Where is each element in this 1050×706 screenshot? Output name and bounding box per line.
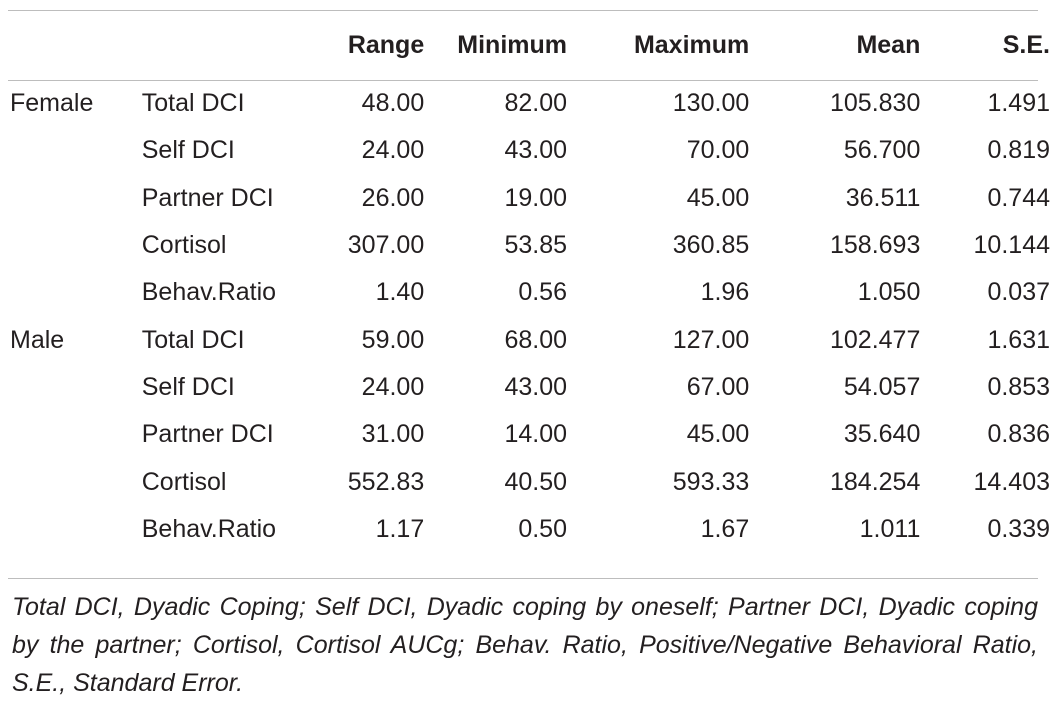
row-variable: Partner DCI [141, 420, 274, 449]
cell-maximum: 45.00 [686, 420, 750, 449]
cell-maximum: 127.00 [672, 325, 750, 354]
cell-minimum: 53.85 [504, 231, 567, 260]
cell-mean: 54.057 [843, 372, 921, 401]
cell-minimum: 43.00 [504, 136, 567, 165]
cell-mean: 56.700 [843, 136, 921, 165]
cell-minimum: 82.00 [504, 89, 567, 118]
cell-mean: 1.011 [859, 514, 921, 543]
row-group: Male [10, 325, 65, 354]
cell-mean: 35.640 [843, 420, 921, 449]
cell-se: 1.491 [987, 89, 1050, 118]
cell-se: 0.819 [987, 136, 1050, 165]
header-mean: Mean [856, 31, 921, 59]
cell-maximum: 67.00 [686, 372, 750, 401]
cell-range: 24.00 [361, 372, 425, 401]
cell-se: 0.836 [987, 420, 1050, 449]
cell-minimum: 19.00 [504, 183, 567, 212]
cell-se: 14.403 [973, 467, 1050, 496]
row-variable: Behav.Ratio [141, 514, 277, 543]
cell-mean: 36.511 [845, 183, 921, 212]
cell-range: 1.17 [375, 514, 425, 543]
cell-se: 0.744 [987, 183, 1050, 212]
table-row: Self DCI 24.00 43.00 67.00 54.057 0.853 [0, 364, 1050, 411]
cell-minimum: 43.00 [504, 372, 567, 401]
table-row: Behav.Ratio 1.17 0.50 1.67 1.011 0.339 [0, 506, 1050, 553]
row-group [0, 222, 142, 269]
cell-range: 26.00 [361, 183, 425, 212]
cell-maximum: 45.00 [686, 183, 750, 212]
row-group [0, 506, 142, 553]
header-range: Range [347, 31, 425, 59]
row-variable: Total DCI [141, 89, 245, 118]
table-row: Self DCI 24.00 43.00 70.00 56.700 0.819 [0, 127, 1050, 174]
table-row: Cortisol 552.83 40.50 593.33 184.254 14.403 [0, 458, 1050, 505]
row-variable: Self DCI [141, 136, 235, 165]
row-group [0, 269, 142, 316]
cell-range: 48.00 [361, 89, 425, 118]
cell-minimum: 68.00 [504, 325, 567, 354]
cell-range: 307.00 [347, 231, 425, 260]
cell-range: 552.83 [347, 467, 425, 496]
table-row: Partner DCI 31.00 14.00 45.00 35.640 0.836 [0, 411, 1050, 458]
table-row: Female Total DCI 48.00 82.00 130.00 105.830 1.… [0, 80, 1050, 127]
header-maximum: Maximum [633, 31, 750, 59]
cell-se: 0.339 [987, 514, 1050, 543]
table-row: Cortisol 307.00 53.85 360.85 158.693 10.144 [0, 222, 1050, 269]
cell-se: 0.037 [987, 278, 1050, 307]
cell-se: 1.631 [987, 325, 1050, 354]
top-rule [8, 10, 1038, 11]
row-group [0, 175, 142, 222]
row-variable: Behav.Ratio [141, 278, 277, 307]
cell-maximum: 70.00 [686, 136, 750, 165]
row-variable: Cortisol [141, 467, 227, 496]
row-group [0, 458, 142, 505]
cell-maximum: 1.67 [700, 514, 750, 543]
table-body: Female Total DCI 48.00 82.00 130.00 105.830 1.… [0, 80, 1050, 553]
header-minimum: Minimum [457, 31, 567, 59]
header-se: S.E. [1002, 31, 1050, 59]
cell-maximum: 360.85 [672, 231, 750, 260]
cell-mean: 158.693 [829, 231, 921, 260]
row-variable: Total DCI [141, 325, 245, 354]
cell-minimum: 0.56 [518, 278, 567, 307]
cell-minimum: 40.50 [504, 467, 567, 496]
header-row: Range Minimum Maximum Mean S.E. [0, 11, 1050, 80]
row-group [0, 127, 142, 174]
cell-se: 10.144 [973, 231, 1050, 260]
cell-mean: 184.254 [829, 467, 921, 496]
cell-range: 24.00 [361, 136, 425, 165]
row-group [0, 411, 142, 458]
cell-mean: 1.050 [857, 278, 921, 307]
header-group [0, 11, 142, 80]
cell-range: 31.00 [361, 420, 425, 449]
cell-minimum: 14.00 [504, 420, 567, 449]
row-variable: Cortisol [141, 231, 227, 260]
table-row: Partner DCI 26.00 19.00 45.00 36.511 0.744 [0, 175, 1050, 222]
cell-range: 59.00 [361, 325, 425, 354]
bottom-rule [8, 578, 1038, 579]
table-header: Range Minimum Maximum Mean S.E. [0, 11, 1050, 80]
header-rule [8, 80, 1038, 81]
row-variable: Partner DCI [141, 183, 274, 212]
header-variable [142, 11, 304, 80]
table-footnote: Total DCI, Dyadic Coping; Self DCI, Dyad… [12, 593, 1038, 697]
cell-range: 1.40 [375, 278, 425, 307]
row-group: Female [10, 89, 94, 118]
cell-se: 0.853 [987, 372, 1050, 401]
table-row: Behav.Ratio 1.40 0.56 1.96 1.050 0.037 [0, 269, 1050, 316]
row-group [0, 364, 142, 411]
cell-maximum: 593.33 [672, 467, 750, 496]
table-row: Male Total DCI 59.00 68.00 127.00 102.477 1.63… [0, 316, 1050, 363]
cell-minimum: 0.50 [518, 514, 567, 543]
cell-maximum: 130.00 [672, 89, 750, 118]
row-variable: Self DCI [141, 372, 235, 401]
cell-maximum: 1.96 [700, 278, 750, 307]
descriptive-statistics-table: Range Minimum Maximum Mean S.E. Female To… [0, 11, 1050, 553]
cell-mean: 105.830 [829, 89, 921, 118]
cell-mean: 102.477 [829, 325, 921, 354]
